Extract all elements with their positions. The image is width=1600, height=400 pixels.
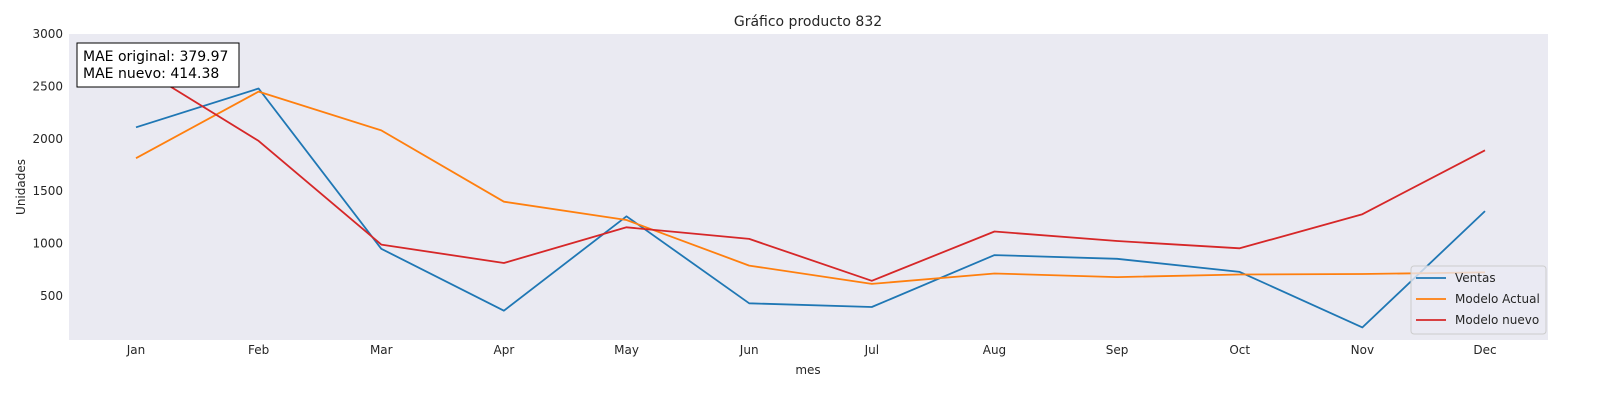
legend-label-ventas: Ventas [1455,271,1496,285]
x-tick-label-aug: Aug [983,343,1006,357]
legend-label-modelo-nuevo: Modelo nuevo [1455,313,1539,327]
x-tick-label-feb: Feb [248,343,269,357]
annotation-line-mae-nuevo: MAE nuevo: 414.38 [83,66,219,82]
x-tick-label-nov: Nov [1351,343,1374,357]
legend-label-modelo-actual: Modelo Actual [1455,292,1540,306]
y-tick-label-1500: 1500 [32,184,63,198]
x-tick-label-mar: Mar [370,343,393,357]
series-line-modelo-nuevo [135,64,1486,282]
x-axis-title: mes [795,363,820,377]
plot-background [69,34,1548,340]
series-line-ventas [135,87,1486,329]
x-tick-label-jan: Jan [126,343,146,357]
y-tick-label-500: 500 [40,289,63,303]
x-tick-label-dec: Dec [1473,343,1496,357]
annotation-line-mae-original: MAE original: 379.97 [83,49,228,65]
x-tick-label-jul: Jul [864,343,879,357]
y-tick-label-2000: 2000 [32,132,63,146]
y-axis-title: Unidades [14,159,28,215]
x-tick-label-sep: Sep [1106,343,1129,357]
x-tick-label-jun: Jun [739,343,759,357]
y-tick-label-3000: 3000 [32,27,63,41]
chart-title: Gráfico producto 832 [734,14,882,30]
series-lines [135,64,1486,329]
x-tick-label-oct: Oct [1229,343,1250,357]
x-axis: Jan Feb Mar Apr May Jun Jul Aug Sep Oct Nov Dec [126,343,1497,357]
series-line-modelo-actual [135,90,1486,285]
y-axis: 500 1000 1500 2000 2500 3000 [32,27,63,303]
x-tick-label-may: May [614,343,639,357]
x-tick-label-apr: Apr [494,343,515,357]
annotation-box: MAE original: 379.97 MAE nuevo: 414.38 [76,42,240,88]
y-tick-label-1000: 1000 [32,237,63,251]
y-tick-label-2500: 2500 [32,79,63,93]
legend: Ventas Modelo Actual Modelo nuevo [1410,265,1547,335]
